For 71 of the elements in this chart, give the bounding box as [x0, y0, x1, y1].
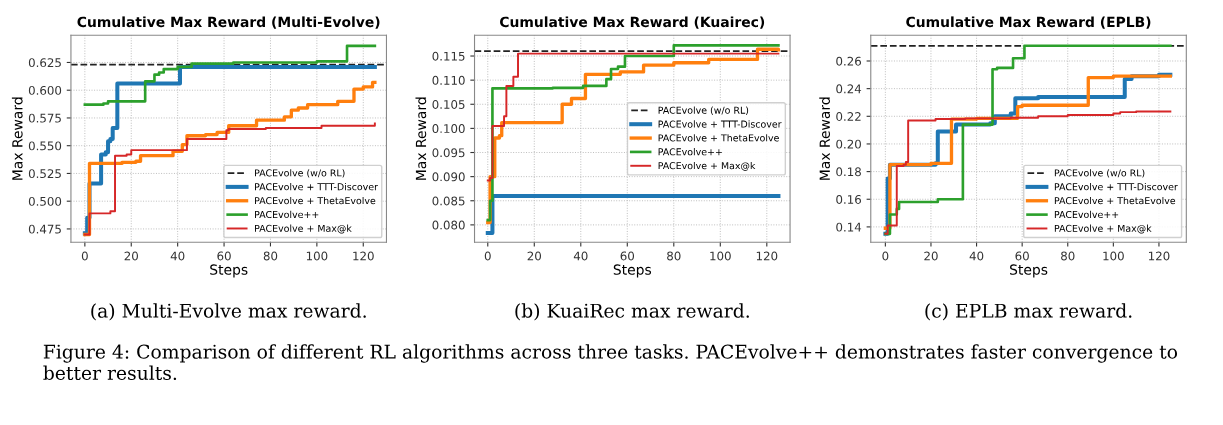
y-tick-label: 0.575 — [28, 113, 61, 123]
y-tick-label: 0.625 — [28, 58, 61, 68]
y-tick-label: 0.500 — [28, 196, 62, 206]
x-tick-label: 80 — [1061, 251, 1075, 261]
chart-title: Cumulative Max Reward (Multi-Evolve) — [77, 16, 380, 29]
y-tick-label: 0.20 — [836, 139, 861, 149]
legend-label: PACEvolve++ — [658, 148, 722, 156]
legend-label: PACEvolve (w/o RL) — [1054, 169, 1145, 178]
x-tick-label: 40 — [170, 251, 185, 261]
y-tick-label: 0.110 — [432, 75, 465, 85]
x-tick-label: 100 — [710, 251, 731, 261]
x-tick-label: 0 — [484, 251, 491, 261]
x-tick-label: 60 — [1015, 251, 1029, 261]
legend-label: PACEvolve + ThetaEvolve — [658, 134, 779, 142]
x-axis-title: Steps — [1010, 264, 1048, 278]
y-tick-label: 0.105 — [432, 99, 465, 109]
y-tick-label: 0.475 — [28, 224, 61, 234]
legend-label: PACEvolve + TTT-Discover — [255, 183, 378, 191]
y-axis-title: Max Reward — [819, 97, 830, 180]
x-tick-label: 80 — [667, 251, 681, 261]
y-tick-label: 0.18 — [836, 167, 861, 177]
x-tick-label: 120 — [353, 251, 374, 261]
legend-label: PACEvolve (w/o RL) — [658, 106, 749, 115]
x-tick-label: 100 — [1103, 251, 1124, 261]
y-tick-label: 0.16 — [836, 194, 862, 204]
x-tick-label: 120 — [756, 251, 778, 261]
legend-label: PACEvolve + ThetaEvolve — [255, 196, 376, 205]
x-tick-label: 40 — [969, 251, 984, 261]
text: (a) Multi-Evolve max reward. — [91, 303, 366, 321]
caption: Figure 4: Comparison of different RL algorithms across three tasks. PACEvolve++ demonstrates faster convergence to better results. — [43, 344, 1178, 381]
x-axis-title: Steps — [210, 264, 248, 278]
chart-title: Cumulative Max Reward (Kuairec) — [500, 16, 765, 29]
legend-label: PACEvolve + TTT-Discover — [658, 120, 782, 128]
x-tick-label: 0 — [81, 251, 88, 261]
legend-label: PACEvolve + ThetaEvolve — [1054, 196, 1176, 205]
x-tick-label: 60 — [620, 251, 635, 261]
legend-label: PACEvolve (w/o RL) — [255, 169, 345, 178]
legend-label: PACEvolve + Max@k — [1054, 224, 1152, 234]
x-tick-label: 20 — [527, 251, 542, 261]
x-axis-title: Steps — [613, 264, 652, 278]
legend-label: PACEvolve++ — [1054, 210, 1119, 219]
x-tick-label: 60 — [217, 251, 231, 261]
y-tick-label: 0.090 — [432, 172, 465, 182]
y-axis-title: Max Reward — [415, 97, 427, 180]
y-tick-label: 0.525 — [28, 169, 61, 179]
text: (b) KuaiRec max reward. — [515, 303, 749, 321]
y-tick-label: 0.14 — [836, 222, 862, 232]
x-tick-label: 40 — [573, 251, 588, 261]
x-tick-label: 0 — [882, 251, 889, 261]
legend-label: PACEvolve + TTT-Discover — [1054, 183, 1178, 191]
y-tick-label: 0.095 — [432, 148, 465, 158]
chart-title: Cumulative Max Reward (EPLB) — [906, 16, 1151, 29]
y-tick-label: 0.22 — [836, 112, 861, 121]
y-tick-label: 0.26 — [836, 56, 862, 66]
y-tick-label: 0.100 — [432, 124, 465, 134]
y-tick-label: 0.080 — [432, 220, 465, 230]
x-tick-label: 120 — [1148, 251, 1170, 261]
x-tick-label: 20 — [924, 251, 938, 261]
legend-label: PACEvolve++ — [255, 210, 319, 219]
y-tick-label: 0.085 — [432, 196, 465, 206]
legend-label: PACEvolve + Max@k — [658, 161, 756, 171]
x-tick-label: 80 — [263, 251, 278, 261]
legend-label: PACEvolve + Max@k — [255, 224, 352, 234]
y-tick-label: 0.24 — [836, 84, 862, 94]
y-axis-title: Max Reward — [11, 97, 23, 180]
text: (c) EPLB max reward. — [925, 303, 1132, 321]
x-tick-label: 20 — [124, 251, 138, 261]
y-tick-label: 0.550 — [28, 141, 62, 151]
y-tick-label: 0.115 — [432, 51, 465, 61]
x-tick-label: 100 — [306, 251, 328, 261]
y-tick-label: 0.600 — [28, 85, 62, 95]
